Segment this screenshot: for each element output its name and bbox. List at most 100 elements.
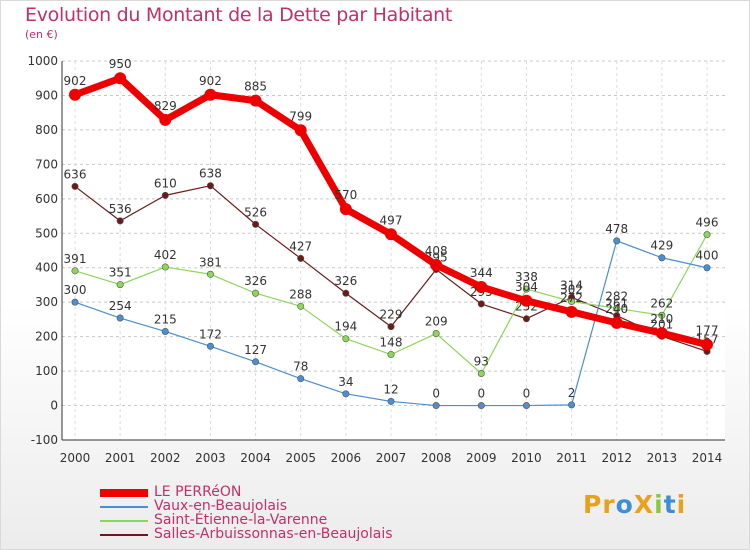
data-point bbox=[568, 297, 576, 305]
x-tick-label: 2005 bbox=[285, 451, 316, 465]
data-point bbox=[294, 124, 307, 137]
data-point bbox=[297, 302, 305, 310]
data-label: 0 bbox=[523, 387, 531, 401]
logo-letter: i bbox=[654, 490, 664, 519]
y-tick-label: 0 bbox=[50, 399, 58, 413]
data-label: 344 bbox=[470, 266, 493, 280]
data-point bbox=[206, 270, 214, 278]
data-label: 496 bbox=[696, 216, 719, 230]
data-point bbox=[520, 294, 533, 307]
y-tick-label: 500 bbox=[35, 226, 58, 240]
data-label: 300 bbox=[64, 283, 87, 297]
x-tick-label: 2008 bbox=[421, 451, 452, 465]
data-point bbox=[432, 402, 440, 410]
data-label: 408 bbox=[425, 244, 448, 258]
chart-title: Evolution du Montant de la Dette par Hab… bbox=[25, 4, 453, 26]
data-label: 201 bbox=[650, 317, 673, 331]
data-label: 885 bbox=[244, 80, 267, 94]
data-label: 314 bbox=[560, 278, 583, 292]
data-point bbox=[252, 289, 260, 297]
y-tick-label: 100 bbox=[35, 364, 58, 378]
data-point bbox=[206, 342, 214, 350]
data-label: 338 bbox=[515, 270, 538, 284]
legend-item: Saint-Étienne-la-Varenne bbox=[100, 512, 500, 528]
data-label: 429 bbox=[650, 239, 673, 253]
data-label: 177 bbox=[696, 324, 719, 338]
logo-letter: i bbox=[676, 490, 687, 519]
data-point bbox=[116, 281, 124, 289]
data-point bbox=[71, 182, 79, 190]
data-label: 351 bbox=[109, 266, 132, 280]
data-point bbox=[658, 254, 666, 262]
data-label: 93 bbox=[474, 355, 489, 369]
proxiti-logo: ProXiti bbox=[583, 490, 686, 519]
data-label: 526 bbox=[244, 205, 267, 219]
y-tick-label: 1000 bbox=[27, 54, 58, 68]
data-point bbox=[385, 228, 397, 241]
data-label: 148 bbox=[380, 336, 403, 350]
data-point bbox=[116, 217, 124, 225]
data-label: 902 bbox=[199, 74, 222, 88]
data-label: 400 bbox=[696, 249, 719, 263]
data-point bbox=[342, 335, 350, 343]
data-point bbox=[71, 298, 79, 306]
y-tick-label: 600 bbox=[35, 192, 58, 206]
logo-letter: P bbox=[583, 490, 603, 519]
data-point bbox=[159, 113, 172, 126]
data-label: 282 bbox=[605, 289, 628, 303]
data-point bbox=[342, 289, 350, 297]
unit-label: (en €) bbox=[25, 28, 58, 41]
logo-letter: t bbox=[663, 490, 677, 519]
data-label: 12 bbox=[383, 382, 398, 396]
data-label: 638 bbox=[199, 167, 222, 181]
data-label: 304 bbox=[515, 280, 538, 294]
x-tick-label: 2011 bbox=[556, 451, 587, 465]
data-point bbox=[71, 267, 79, 275]
data-label: 402 bbox=[154, 248, 177, 262]
x-tick-label: 2013 bbox=[647, 451, 678, 465]
legend-item: Vaux-en-Beaujolais bbox=[100, 498, 500, 514]
data-point bbox=[613, 237, 621, 245]
legend-label: Salles-Arbuissonnas-en-Beaujolais bbox=[154, 526, 393, 542]
data-point bbox=[387, 351, 395, 359]
y-tick-label: 300 bbox=[35, 295, 58, 309]
data-label: 536 bbox=[109, 202, 132, 216]
data-label: 610 bbox=[154, 176, 177, 190]
legend-swatch bbox=[100, 506, 148, 508]
data-label: 381 bbox=[199, 255, 222, 269]
data-point bbox=[161, 263, 169, 271]
data-point bbox=[568, 401, 576, 409]
x-tick-label: 2007 bbox=[376, 451, 407, 465]
data-point bbox=[522, 315, 530, 323]
data-point bbox=[69, 88, 81, 101]
data-label: 127 bbox=[244, 343, 267, 357]
y-tick-label: -100 bbox=[31, 433, 58, 447]
data-point bbox=[297, 375, 305, 383]
data-label: 497 bbox=[380, 213, 403, 227]
data-label: 427 bbox=[289, 239, 312, 253]
legend-label: Vaux-en-Beaujolais bbox=[154, 498, 288, 514]
data-point bbox=[297, 254, 305, 262]
data-label: 302 bbox=[560, 282, 583, 296]
logo-letter: o bbox=[615, 490, 634, 519]
data-point bbox=[430, 258, 443, 271]
data-point bbox=[703, 264, 711, 272]
y-tick-label: 700 bbox=[35, 157, 58, 171]
data-label: 570 bbox=[334, 188, 357, 202]
data-label: 210 bbox=[650, 312, 673, 326]
data-point bbox=[204, 88, 217, 101]
data-label: 240 bbox=[605, 302, 628, 316]
data-label: 0 bbox=[477, 387, 485, 401]
data-label: 326 bbox=[334, 274, 357, 288]
data-label: 229 bbox=[380, 308, 403, 322]
data-point bbox=[701, 338, 713, 351]
legend-label: LE PERRéON bbox=[154, 484, 242, 500]
data-label: 636 bbox=[64, 167, 87, 181]
data-point bbox=[387, 397, 395, 405]
x-tick-label: 2003 bbox=[195, 451, 226, 465]
data-label: 254 bbox=[109, 299, 132, 313]
data-label: 799 bbox=[289, 109, 312, 123]
data-point bbox=[387, 323, 395, 331]
x-tick-label: 2001 bbox=[105, 451, 136, 465]
data-point bbox=[477, 402, 485, 410]
